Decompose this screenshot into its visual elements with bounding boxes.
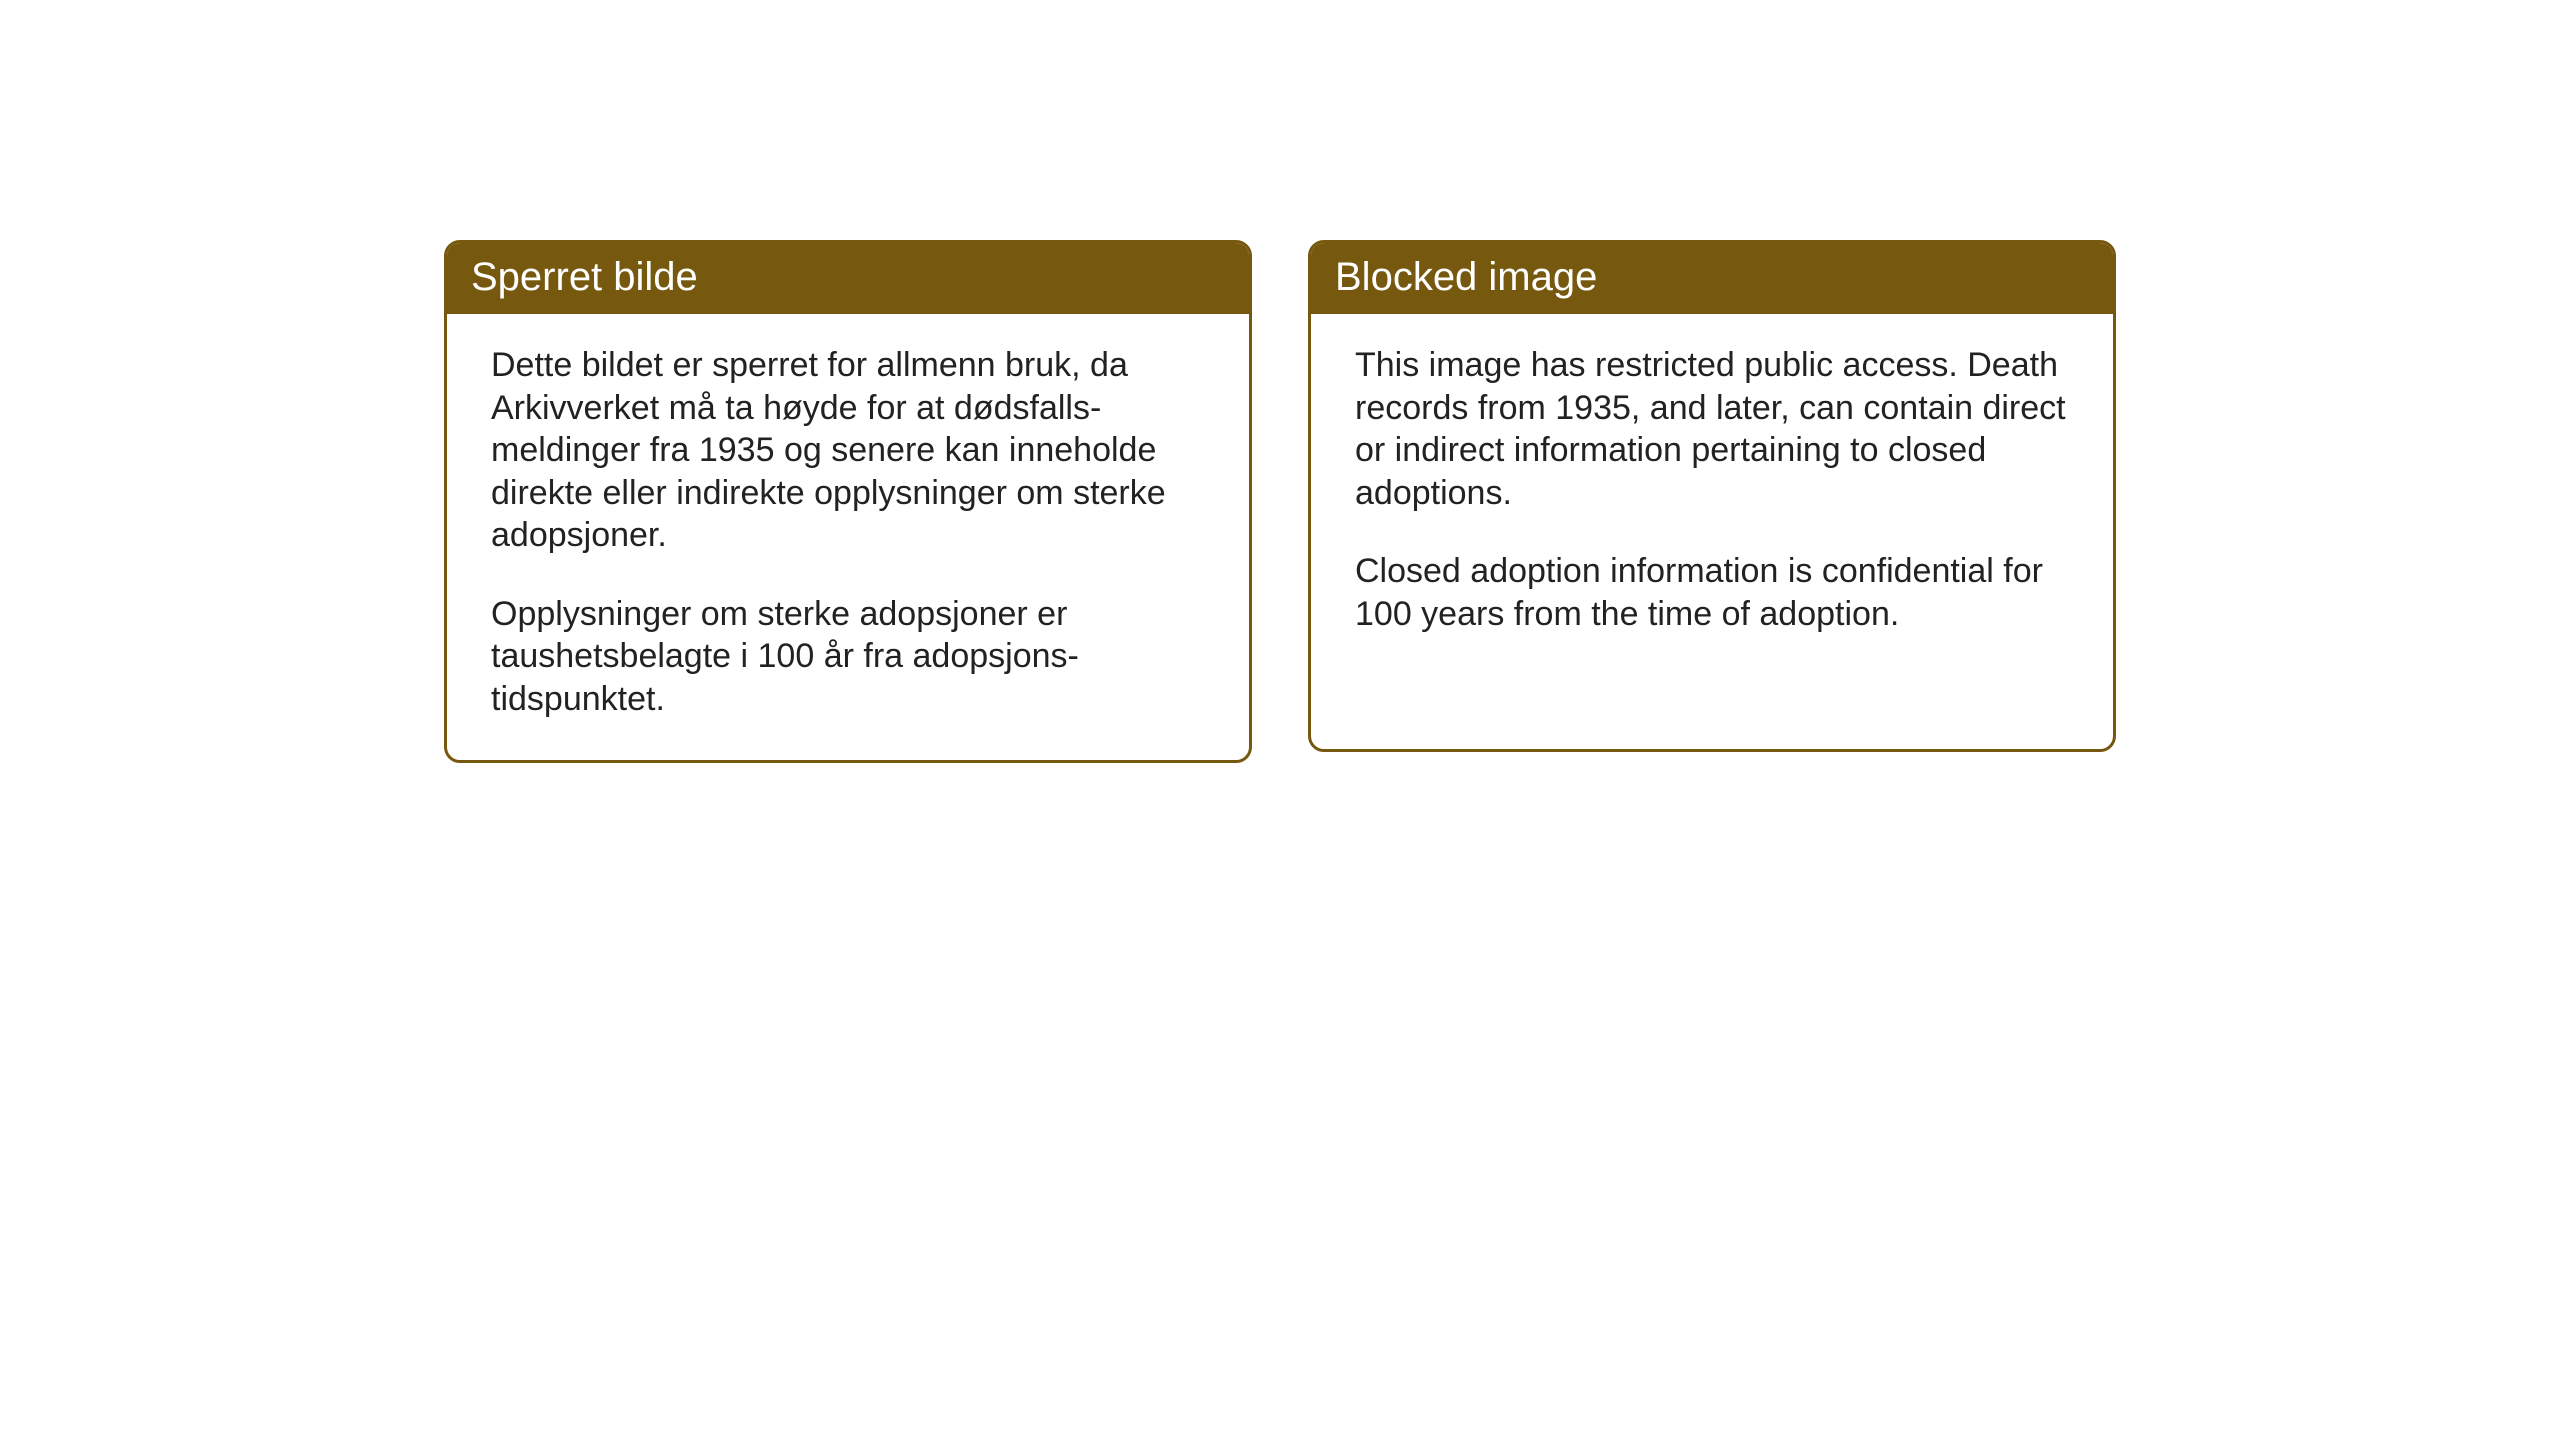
- cards-container: Sperret bilde Dette bildet er sperret fo…: [444, 240, 2116, 763]
- norwegian-card-body: Dette bildet er sperret for allmenn bruk…: [447, 314, 1249, 760]
- norwegian-card: Sperret bilde Dette bildet er sperret fo…: [444, 240, 1252, 763]
- english-card: Blocked image This image has restricted …: [1308, 240, 2116, 752]
- english-card-header: Blocked image: [1311, 243, 2113, 314]
- english-card-body: This image has restricted public access.…: [1311, 314, 2113, 675]
- english-paragraph-2: Closed adoption information is confident…: [1355, 550, 2069, 635]
- norwegian-card-header: Sperret bilde: [447, 243, 1249, 314]
- norwegian-paragraph-1: Dette bildet er sperret for allmenn bruk…: [491, 344, 1205, 557]
- norwegian-paragraph-2: Opplysninger om sterke adopsjoner er tau…: [491, 593, 1205, 721]
- english-paragraph-1: This image has restricted public access.…: [1355, 344, 2069, 514]
